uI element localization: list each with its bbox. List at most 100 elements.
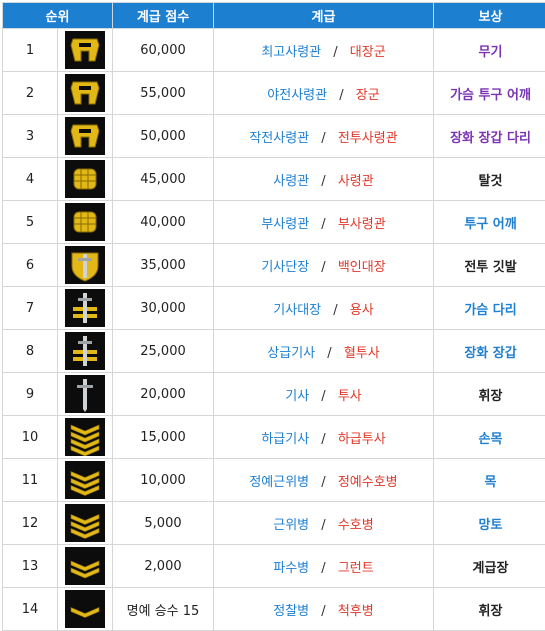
rank-separator: / (321, 131, 325, 146)
table-row: 14 명예 승수 15 정찰병 / 척후병 휘장 (3, 588, 545, 631)
rank-cell: 13 (3, 545, 58, 588)
table-row: 11 10,000 정예근위병 / 정예수호병 목 (3, 459, 545, 502)
alliance-rank: 기사단장 (261, 260, 309, 275)
grade-cell: 근위병 / 수호병 (214, 502, 434, 545)
alliance-rank: 상급기사 (267, 346, 315, 361)
grade-cell: 상급기사 / 혈투사 (214, 330, 434, 373)
emblem-cell (58, 287, 113, 330)
alliance-rank: 근위병 (273, 518, 309, 533)
score-cell: 15,000 (113, 416, 214, 459)
rank-cell: 6 (3, 244, 58, 287)
chevron-4-icon (58, 418, 112, 456)
header-score: 계급 점수 (113, 3, 214, 29)
gold-helmet-icon (58, 117, 112, 155)
reward-cell: 전투 깃발 (434, 244, 545, 287)
table-row: 9 20,000 기사 / 투사 휘장 (3, 373, 545, 416)
score-cell: 30,000 (113, 287, 214, 330)
score-cell: 35,000 (113, 244, 214, 287)
horde-rank: 투사 (338, 389, 362, 404)
rank-separator: / (321, 475, 325, 490)
horde-rank: 전투사령관 (338, 131, 398, 146)
grade-cell: 기사단장 / 백인대장 (214, 244, 434, 287)
alliance-rank: 기사대장 (273, 303, 321, 318)
rank-cell: 9 (3, 373, 58, 416)
alliance-rank: 작전사령관 (249, 131, 309, 146)
reward-cell: 가슴 투구 어깨 (434, 72, 545, 115)
rank-cell: 1 (3, 29, 58, 72)
gold-helmet-icon (58, 31, 112, 69)
grade-cell: 부사령관 / 부사령관 (214, 201, 434, 244)
rank-cell: 2 (3, 72, 58, 115)
rank-separator: / (321, 217, 325, 232)
horde-rank: 백인대장 (338, 260, 386, 275)
horde-rank: 용사 (350, 303, 374, 318)
sword-bars-icon (58, 332, 112, 370)
grade-cell: 기사대장 / 용사 (214, 287, 434, 330)
gold-helmet-icon (58, 74, 112, 112)
score-cell: 25,000 (113, 330, 214, 373)
reward-cell: 장화 장갑 (434, 330, 545, 373)
horde-rank: 척후병 (338, 604, 374, 619)
score-cell: 60,000 (113, 29, 214, 72)
emblem-cell (58, 416, 113, 459)
alliance-rank: 정예근위병 (249, 475, 309, 490)
score-cell: 5,000 (113, 502, 214, 545)
reward-cell: 탈것 (434, 158, 545, 201)
table-header-row: 순위 계급 점수 계급 보상 (3, 3, 545, 29)
score-cell: 2,000 (113, 545, 214, 588)
horde-rank: 사령관 (338, 174, 374, 189)
horde-rank: 대장군 (350, 45, 386, 60)
emblem-cell (58, 72, 113, 115)
rank-separator: / (327, 346, 331, 361)
alliance-rank: 하급기사 (261, 432, 309, 447)
score-cell: 45,000 (113, 158, 214, 201)
rank-cell: 5 (3, 201, 58, 244)
emblem-cell (58, 201, 113, 244)
header-grade: 계급 (214, 3, 434, 29)
horde-rank: 혈투사 (344, 346, 380, 361)
reward-cell: 목 (434, 459, 545, 502)
rank-separator: / (321, 174, 325, 189)
rank-cell: 8 (3, 330, 58, 373)
chevron-3-icon (58, 461, 112, 499)
grade-cell: 최고사령관 / 대장군 (214, 29, 434, 72)
rank-cell: 11 (3, 459, 58, 502)
rank-cell: 3 (3, 115, 58, 158)
rank-separator: / (321, 518, 325, 533)
grade-cell: 사령관 / 사령관 (214, 158, 434, 201)
rank-separator: / (321, 604, 325, 619)
reward-cell: 망토 (434, 502, 545, 545)
reward-cell: 휘장 (434, 373, 545, 416)
score-cell: 40,000 (113, 201, 214, 244)
horde-rank: 수호병 (338, 518, 374, 533)
emblem-cell (58, 158, 113, 201)
rank-separator: / (339, 88, 343, 103)
alliance-rank: 최고사령관 (261, 45, 321, 60)
score-cell: 10,000 (113, 459, 214, 502)
grade-cell: 기사 / 투사 (214, 373, 434, 416)
alliance-rank: 야전사령관 (267, 88, 327, 103)
reward-cell: 투구 어깨 (434, 201, 545, 244)
alliance-rank: 기사 (285, 389, 309, 404)
gold-fist-icon (58, 160, 112, 198)
reward-cell: 계급장 (434, 545, 545, 588)
reward-cell: 무기 (434, 29, 545, 72)
table-row: 2 55,000 야전사령관 / 장군 가슴 투구 어깨 (3, 72, 545, 115)
horde-rank: 하급투사 (338, 432, 386, 447)
rank-cell: 14 (3, 588, 58, 631)
table-row: 3 50,000 작전사령관 / 전투사령관 장화 장갑 다리 (3, 115, 545, 158)
horde-rank: 장군 (356, 88, 380, 103)
header-reward: 보상 (434, 3, 545, 29)
grade-cell: 야전사령관 / 장군 (214, 72, 434, 115)
table-row: 5 40,000 부사령관 / 부사령관 투구 어깨 (3, 201, 545, 244)
table-row: 13 2,000 파수병 / 그런트 계급장 (3, 545, 545, 588)
rank-cell: 12 (3, 502, 58, 545)
table-row: 10 15,000 하급기사 / 하급투사 손목 (3, 416, 545, 459)
emblem-cell (58, 459, 113, 502)
header-rank: 순위 (3, 3, 113, 29)
reward-cell: 장화 장갑 다리 (434, 115, 545, 158)
grade-cell: 작전사령관 / 전투사령관 (214, 115, 434, 158)
emblem-cell (58, 545, 113, 588)
